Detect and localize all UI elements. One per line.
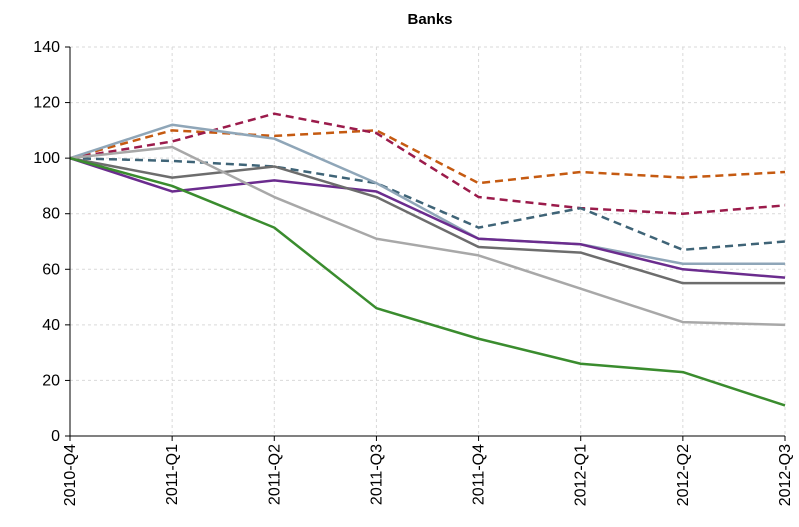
y-tick-label: 140 bbox=[33, 39, 60, 56]
x-tick-label: 2012-Q3 bbox=[777, 444, 794, 506]
x-tick-label: 2011-Q2 bbox=[266, 444, 283, 505]
series-line-5 bbox=[69, 156, 786, 279]
x-tick-labels: 2010-Q4 2011-Q1 2011-Q2 2011-Q3 2011-Q4 2012-… bbox=[62, 444, 794, 506]
series-line-1 bbox=[69, 129, 786, 185]
y-tick-label: 40 bbox=[42, 317, 60, 334]
x-tick-label: 2012-Q1 bbox=[573, 444, 590, 506]
x-tick-label: 2011-Q3 bbox=[368, 444, 385, 505]
y-tick-label: 120 bbox=[33, 95, 60, 112]
y-tick-label: 20 bbox=[42, 372, 60, 389]
chart-title: Banks bbox=[407, 11, 452, 28]
series-line-4 bbox=[69, 123, 785, 265]
series-line-2 bbox=[69, 112, 786, 215]
gridlines bbox=[70, 46, 786, 436]
x-tick-label: 2012-Q2 bbox=[675, 444, 692, 506]
series-line-7 bbox=[69, 145, 786, 327]
y-tick-label: 80 bbox=[42, 206, 60, 223]
series-line-6 bbox=[69, 156, 785, 285]
x-tick-label: 2011-Q1 bbox=[164, 444, 181, 505]
y-tick-label: 100 bbox=[33, 150, 60, 167]
series-lines bbox=[69, 112, 786, 407]
y-tick-labels: 0 20 40 60 80 100 120 140 bbox=[33, 39, 60, 445]
axes bbox=[65, 46, 786, 441]
series-line-8 bbox=[69, 156, 786, 407]
series-line-3 bbox=[69, 156, 786, 252]
x-tick-label: 2011-Q4 bbox=[471, 444, 488, 505]
y-tick-label: 0 bbox=[51, 428, 60, 445]
x-tick-label: 2010-Q4 bbox=[62, 444, 79, 506]
y-tick-label: 60 bbox=[42, 261, 60, 278]
